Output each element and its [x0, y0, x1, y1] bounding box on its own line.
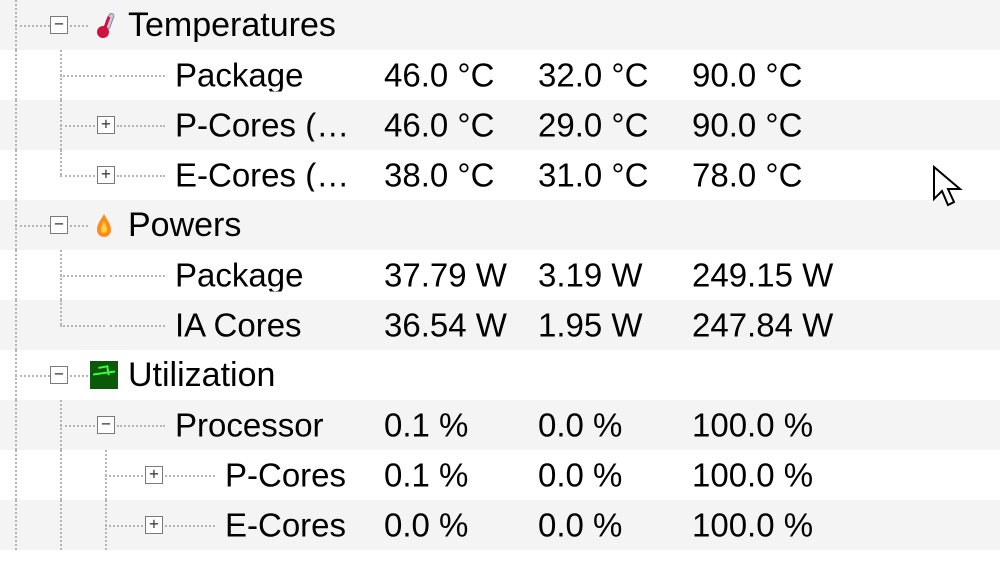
value-current: 38.0 °C [384, 159, 538, 192]
group-label: Utilization [128, 358, 275, 392]
sensor-tree: Temperatures Package 46.0 °C 32.0 °C 90.… [0, 0, 1000, 550]
expand-button[interactable] [97, 116, 115, 134]
sensor-label: Package [175, 259, 303, 292]
collapse-button[interactable] [50, 16, 68, 34]
sensor-label: P-Cores (M… [175, 109, 370, 142]
thermometer-icon [90, 11, 118, 39]
tree-guides [0, 250, 175, 300]
collapse-button[interactable] [50, 366, 68, 384]
value-min: 29.0 °C [538, 109, 692, 142]
group-row-utilization[interactable]: Utilization [0, 350, 1000, 400]
value-max: 247.84 W [692, 309, 872, 342]
value-max: 78.0 °C [692, 159, 872, 192]
value-min: 0.0 % [538, 459, 692, 492]
row-pwr-iacores[interactable]: IA Cores 36.54 W 1.95 W 247.84 W [0, 300, 1000, 350]
expand-button[interactable] [145, 466, 163, 484]
sensor-label: Processor [175, 409, 324, 442]
value-max: 100.0 % [692, 509, 872, 542]
sensor-values: 37.79 W 3.19 W 249.15 W [384, 259, 872, 292]
expand-button[interactable] [145, 516, 163, 534]
value-current: 36.54 W [384, 309, 538, 342]
tree-guides [0, 150, 175, 200]
value-max: 100.0 % [692, 409, 872, 442]
sensor-values: 0.0 % 0.0 % 100.0 % [384, 509, 872, 542]
row-temp-package[interactable]: Package 46.0 °C 32.0 °C 90.0 °C [0, 50, 1000, 100]
tree-guides [0, 450, 225, 500]
sensor-values: 46.0 °C 29.0 °C 90.0 °C [384, 109, 872, 142]
tree-guides [0, 100, 175, 150]
row-temp-ecores[interactable]: E-Cores (M… 38.0 °C 31.0 °C 78.0 °C [0, 150, 1000, 200]
value-min: 31.0 °C [538, 159, 692, 192]
group-label: Temperatures [128, 8, 336, 42]
tree-guides [0, 500, 225, 550]
value-min: 0.0 % [538, 509, 692, 542]
collapse-button[interactable] [97, 416, 115, 434]
sensor-label: E-Cores (M… [175, 159, 370, 192]
tree-guides [0, 400, 175, 450]
group-row-powers[interactable]: Powers [0, 200, 1000, 250]
group-label: Powers [128, 208, 241, 242]
value-current: 0.1 % [384, 459, 538, 492]
expand-button[interactable] [97, 166, 115, 184]
value-current: 46.0 °C [384, 59, 538, 92]
row-util-processor[interactable]: Processor 0.1 % 0.0 % 100.0 % [0, 400, 1000, 450]
tree-guides [0, 300, 175, 350]
sensor-values: 0.1 % 0.0 % 100.0 % [384, 409, 872, 442]
sensor-values: 0.1 % 0.0 % 100.0 % [384, 459, 872, 492]
sensor-values: 36.54 W 1.95 W 247.84 W [384, 309, 872, 342]
sensor-label: Package [175, 59, 303, 92]
value-min: 0.0 % [538, 409, 692, 442]
row-util-ecores[interactable]: E-Cores 0.0 % 0.0 % 100.0 % [0, 500, 1000, 550]
row-pwr-package[interactable]: Package 37.79 W 3.19 W 249.15 W [0, 250, 1000, 300]
sensor-values: 38.0 °C 31.0 °C 78.0 °C [384, 159, 872, 192]
value-max: 100.0 % [692, 459, 872, 492]
sensor-label: E-Cores [225, 509, 346, 542]
sensor-label: P-Cores [225, 459, 346, 492]
tree-guides [0, 50, 175, 100]
group-row-temperatures[interactable]: Temperatures [0, 0, 1000, 50]
collapse-button[interactable] [50, 216, 68, 234]
utilization-icon [90, 361, 118, 389]
value-min: 3.19 W [538, 259, 692, 292]
flame-icon [90, 211, 118, 239]
value-current: 0.0 % [384, 509, 538, 542]
value-max: 249.15 W [692, 259, 872, 292]
row-temp-pcores[interactable]: P-Cores (M… 46.0 °C 29.0 °C 90.0 °C [0, 100, 1000, 150]
value-current: 0.1 % [384, 409, 538, 442]
value-max: 90.0 °C [692, 109, 872, 142]
sensor-values: 46.0 °C 32.0 °C 90.0 °C [384, 59, 872, 92]
value-current: 37.79 W [384, 259, 538, 292]
value-current: 46.0 °C [384, 109, 538, 142]
value-max: 90.0 °C [692, 59, 872, 92]
row-util-pcores[interactable]: P-Cores 0.1 % 0.0 % 100.0 % [0, 450, 1000, 500]
sensor-label: IA Cores [175, 309, 302, 342]
value-min: 32.0 °C [538, 59, 692, 92]
value-min: 1.95 W [538, 309, 692, 342]
